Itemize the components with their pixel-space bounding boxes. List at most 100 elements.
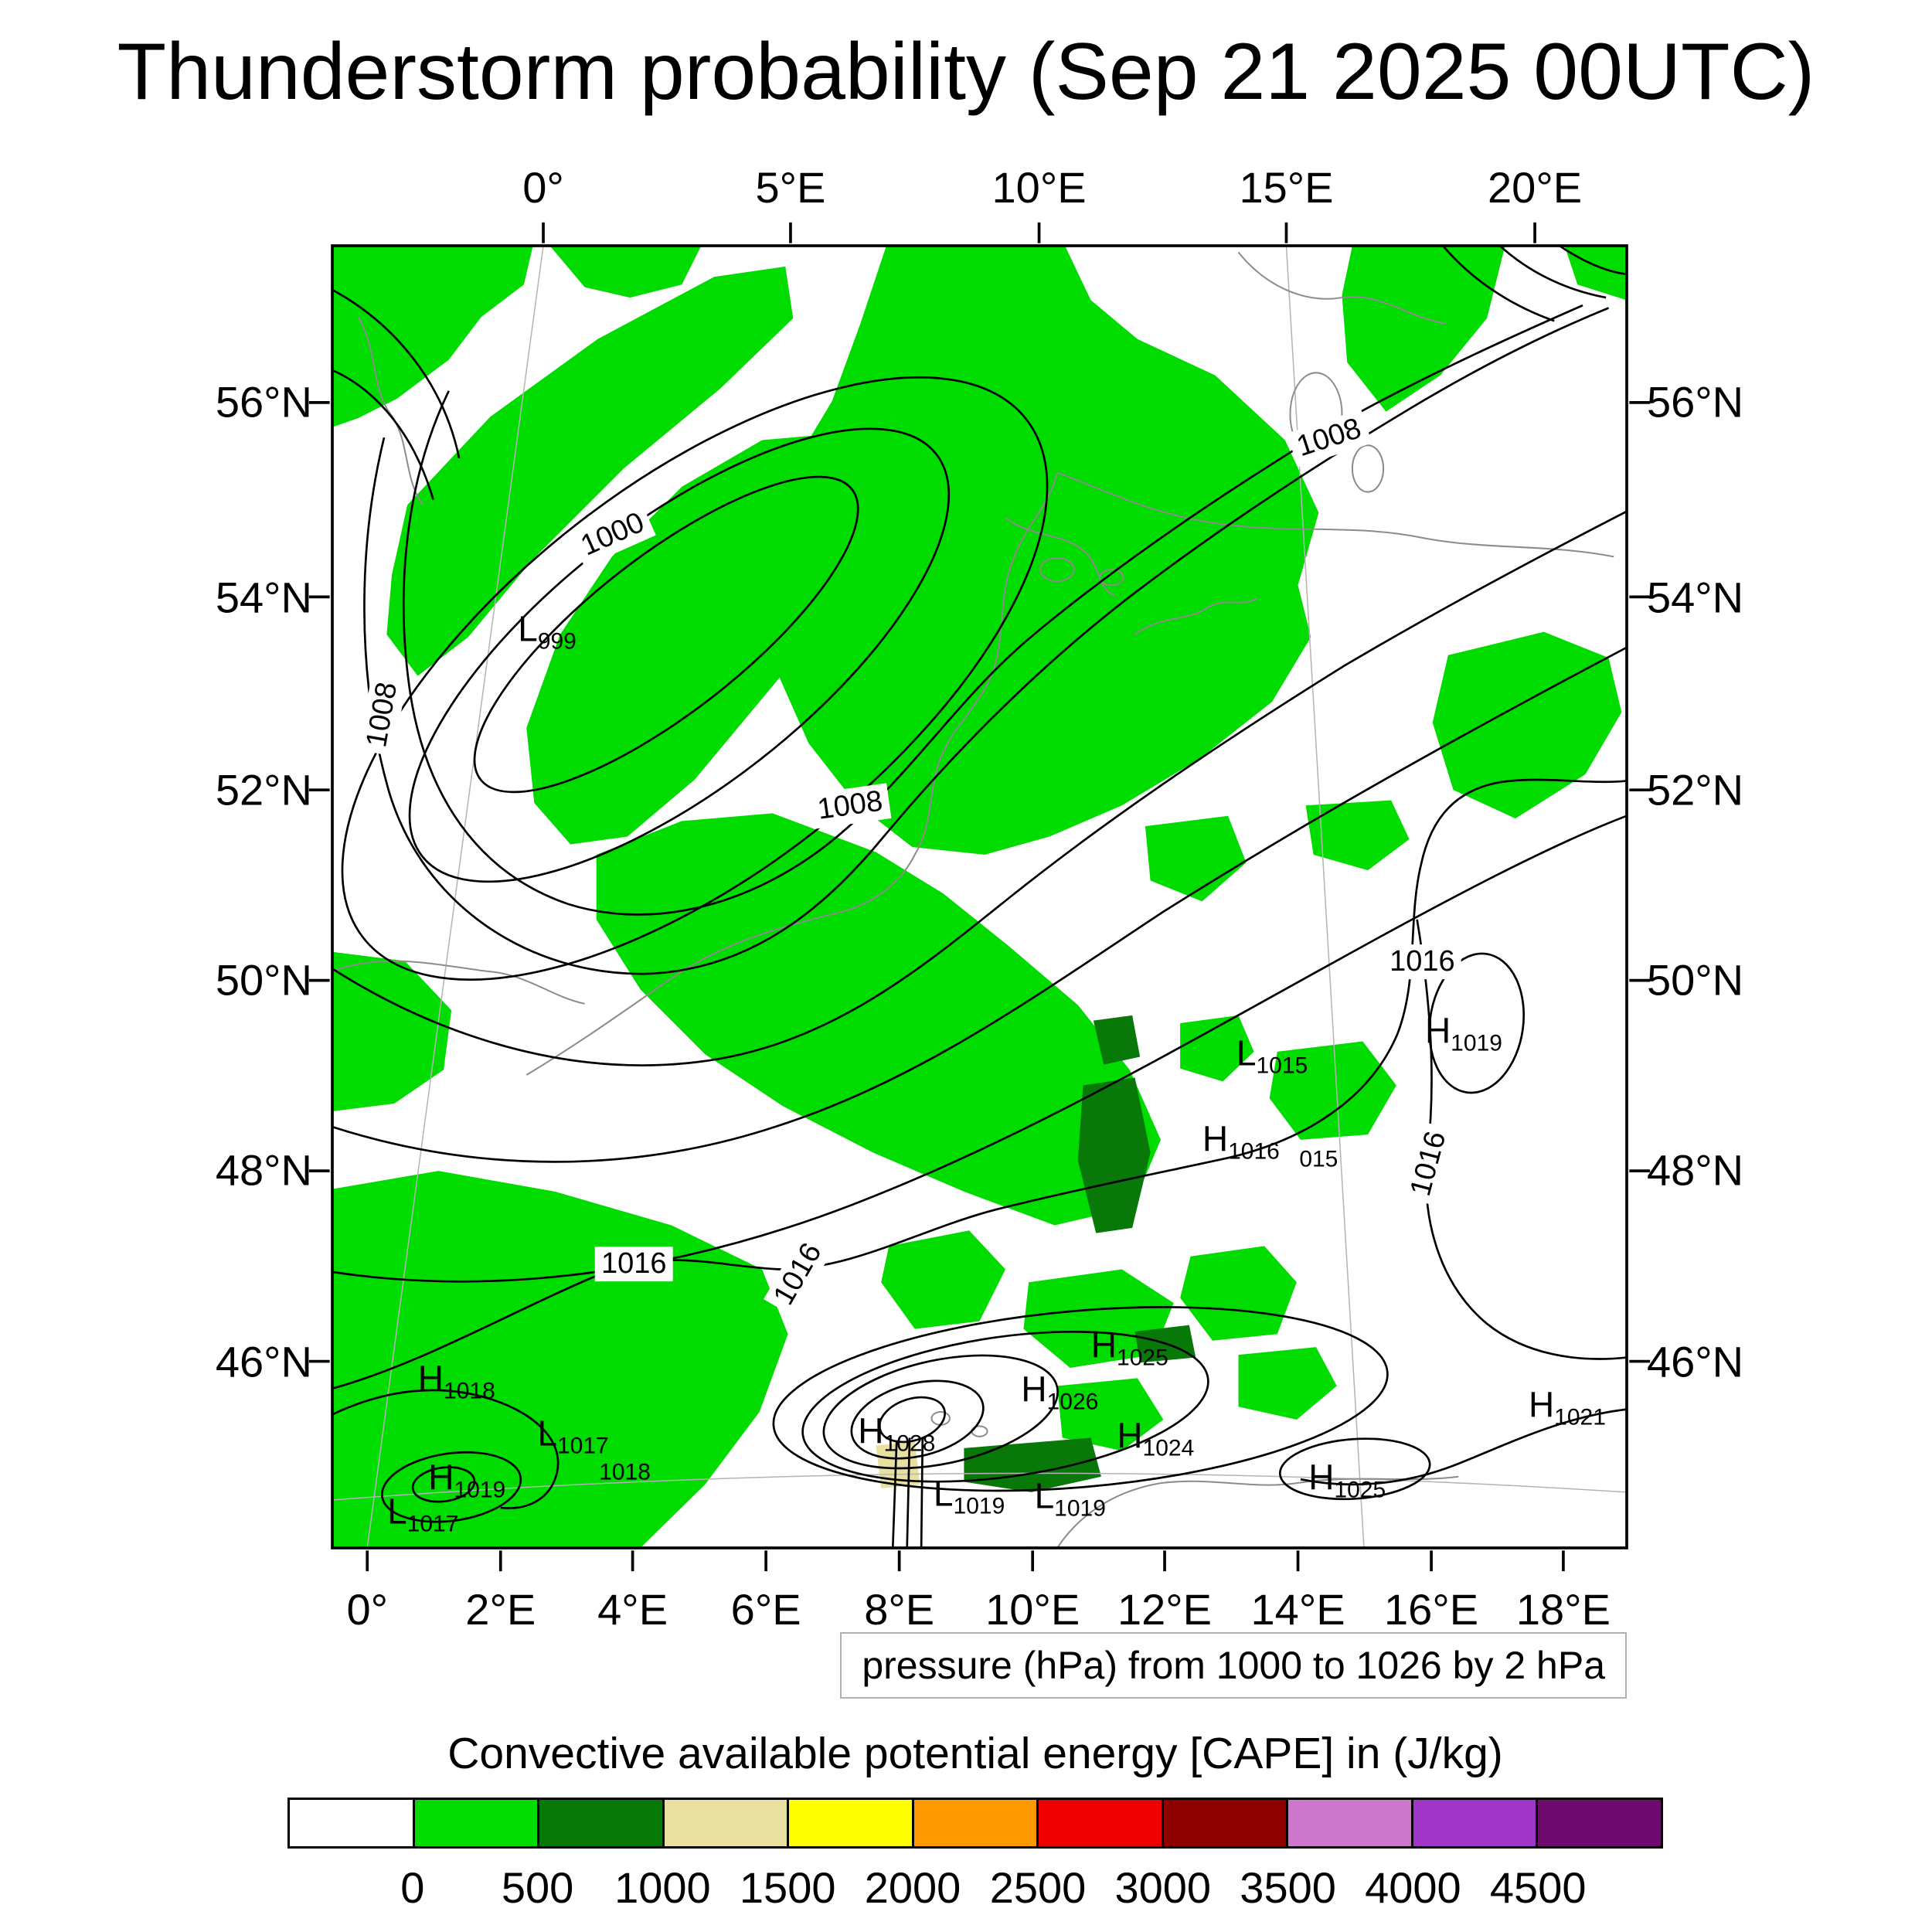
pressure-center-value: 1024 (1142, 1435, 1195, 1461)
pressure-center-low: L1017 (537, 1413, 608, 1460)
pressure-center-value: 1025 (1117, 1345, 1168, 1370)
pressure-center-letter: L (537, 1413, 557, 1454)
colorbar-cell (1288, 1800, 1413, 1846)
bottom-axis-label: 16°E (1384, 1585, 1479, 1634)
colorbar-cell (1163, 1800, 1289, 1846)
colorbar-tick-label: 1500 (739, 1863, 836, 1912)
cape-region-dark (1093, 1015, 1141, 1065)
right-axis-label: 50°N (1647, 955, 1744, 1005)
cape-region (332, 951, 452, 1111)
cape-region (1180, 1015, 1254, 1082)
cape-region (1057, 1378, 1164, 1451)
colorbar-tick-label: 2500 (989, 1863, 1087, 1912)
pressure-center-high: H1016 (1202, 1118, 1280, 1165)
pressure-center-value: 1026 (1046, 1389, 1099, 1415)
pressure-center-value: 1017 (406, 1511, 459, 1537)
top-axis-label: 15°E (1239, 163, 1334, 212)
colorbar-cell (290, 1800, 415, 1846)
pressure-center-letter: H (1308, 1457, 1335, 1498)
cape-region (1305, 800, 1410, 871)
cape-region-dark (1077, 1077, 1151, 1233)
colorbar-cell (913, 1800, 1039, 1846)
cape-region (1145, 815, 1247, 902)
map-frame-and-ticks (308, 222, 1651, 1572)
right-axis-label: 46°N (1647, 1337, 1744, 1386)
left-axis-label: 46°N (215, 1337, 312, 1386)
colorbar-tick-label: 500 (501, 1863, 574, 1912)
bottom-axis-label: 0° (346, 1585, 388, 1634)
bottom-axis-label: 12°E (1117, 1585, 1213, 1634)
page-title: Thunderstorm probability (Sep 21 2025 00… (117, 27, 1815, 117)
pressure-center-high: H1019 (1425, 1010, 1502, 1057)
colorbar-cell (1413, 1800, 1539, 1846)
pressure-caption: pressure (hPa) from 1000 to 1026 by 2 hP… (840, 1632, 1627, 1699)
cape-region (549, 246, 702, 298)
pressure-center-letter: H (1021, 1369, 1047, 1410)
pressure-center-value: 1018 (599, 1459, 651, 1485)
map-frame (331, 244, 1628, 1549)
pressure-center-value: 1018 (444, 1378, 495, 1404)
bottom-axis-label: 4°E (597, 1585, 668, 1634)
map-canvas (308, 222, 1651, 1572)
pressure-center-high: H1024 (1117, 1415, 1194, 1462)
colorbar-cell (414, 1800, 540, 1846)
colorbar-cell (1538, 1800, 1662, 1846)
pressure-center-high: H1025 (1308, 1457, 1386, 1504)
pressure-center-low: L1019 (934, 1472, 1005, 1519)
bottom-axis-label: 6°E (730, 1585, 801, 1634)
pressure-center-high: H1026 (1021, 1368, 1098, 1415)
pressure-center-letter: L (387, 1491, 407, 1532)
right-axis-label: 48°N (1647, 1145, 1744, 1195)
colorbar-tick-label: 1000 (614, 1863, 711, 1912)
pressure-center-letter: H (1117, 1415, 1143, 1456)
top-axis-label: 20°E (1488, 163, 1583, 212)
colorbar-cell (789, 1800, 914, 1846)
top-axis-label: 5°E (755, 163, 826, 212)
pressure-center-value: 999 (537, 628, 577, 655)
pressure-center-letter: L (933, 1473, 954, 1514)
pressure-center-letter: H (1528, 1384, 1555, 1425)
pressure-center-letter: H (417, 1358, 444, 1399)
bottom-axis-label: 14°E (1250, 1585, 1345, 1634)
colorbar-tick-label: 2000 (864, 1863, 961, 1912)
pressure-center-high: H1028 (858, 1410, 935, 1457)
colorbar-cell (1039, 1800, 1164, 1846)
contour-label-1016: 1016 (594, 1246, 673, 1282)
pressure-center-high: H1019 (428, 1457, 505, 1504)
pressure-center-high: H1025 (1091, 1324, 1168, 1371)
cape-region (1023, 1269, 1174, 1368)
colorbar-tick-label: 3000 (1114, 1863, 1212, 1912)
bottom-axis-label: 8°E (864, 1585, 935, 1634)
pressure-center-value: 1028 (883, 1430, 936, 1457)
pressure-center-value: 1019 (1054, 1495, 1106, 1522)
pressure-center-fragment: 015 (1299, 1126, 1338, 1173)
pressure-center-value: 1019 (953, 1493, 1005, 1519)
left-axis-label: 48°N (215, 1145, 312, 1195)
pressure-center-low: L1015 (1236, 1032, 1308, 1080)
pressure-center-letter: H (1202, 1118, 1229, 1159)
pressure-center-fragment: 1018 (599, 1438, 651, 1485)
colorbar-tick-label: 4500 (1489, 1863, 1587, 1912)
cape-region (1180, 1246, 1297, 1341)
pressure-center-value: 015 (1299, 1146, 1338, 1172)
pressure-center-high: H1021 (1529, 1384, 1606, 1431)
pressure-center-letter: H (1424, 1010, 1451, 1051)
left-axis-label: 56°N (215, 377, 312, 427)
map-panel: 0° 5°E 10°E 15°E 20°E 0° 2°E 4°E 6°E 8°E… (216, 163, 1743, 1634)
left-axis-label: 50°N (215, 955, 312, 1005)
cape-region (1238, 1347, 1337, 1420)
pressure-center-letter: H (428, 1457, 454, 1498)
colorbar-ticks: 0 500 1000 1500 2000 2500 3000 3500 4000… (287, 1862, 1663, 1912)
cape-region (596, 813, 1161, 1226)
left-axis-label: 54°N (215, 573, 312, 622)
axis-ticks (308, 222, 1651, 1572)
top-axis-label: 0° (522, 163, 564, 212)
pressure-center-low: L1019 (1035, 1475, 1106, 1522)
pressure-center-letter: L (1236, 1032, 1257, 1073)
cape-region (1432, 631, 1622, 819)
right-axis-label: 52°N (1647, 765, 1744, 815)
cape-region (764, 246, 1319, 855)
pressure-center-letter: H (858, 1410, 884, 1451)
cape-region (332, 246, 533, 427)
pressure-center-value: 1016 (1228, 1138, 1280, 1165)
